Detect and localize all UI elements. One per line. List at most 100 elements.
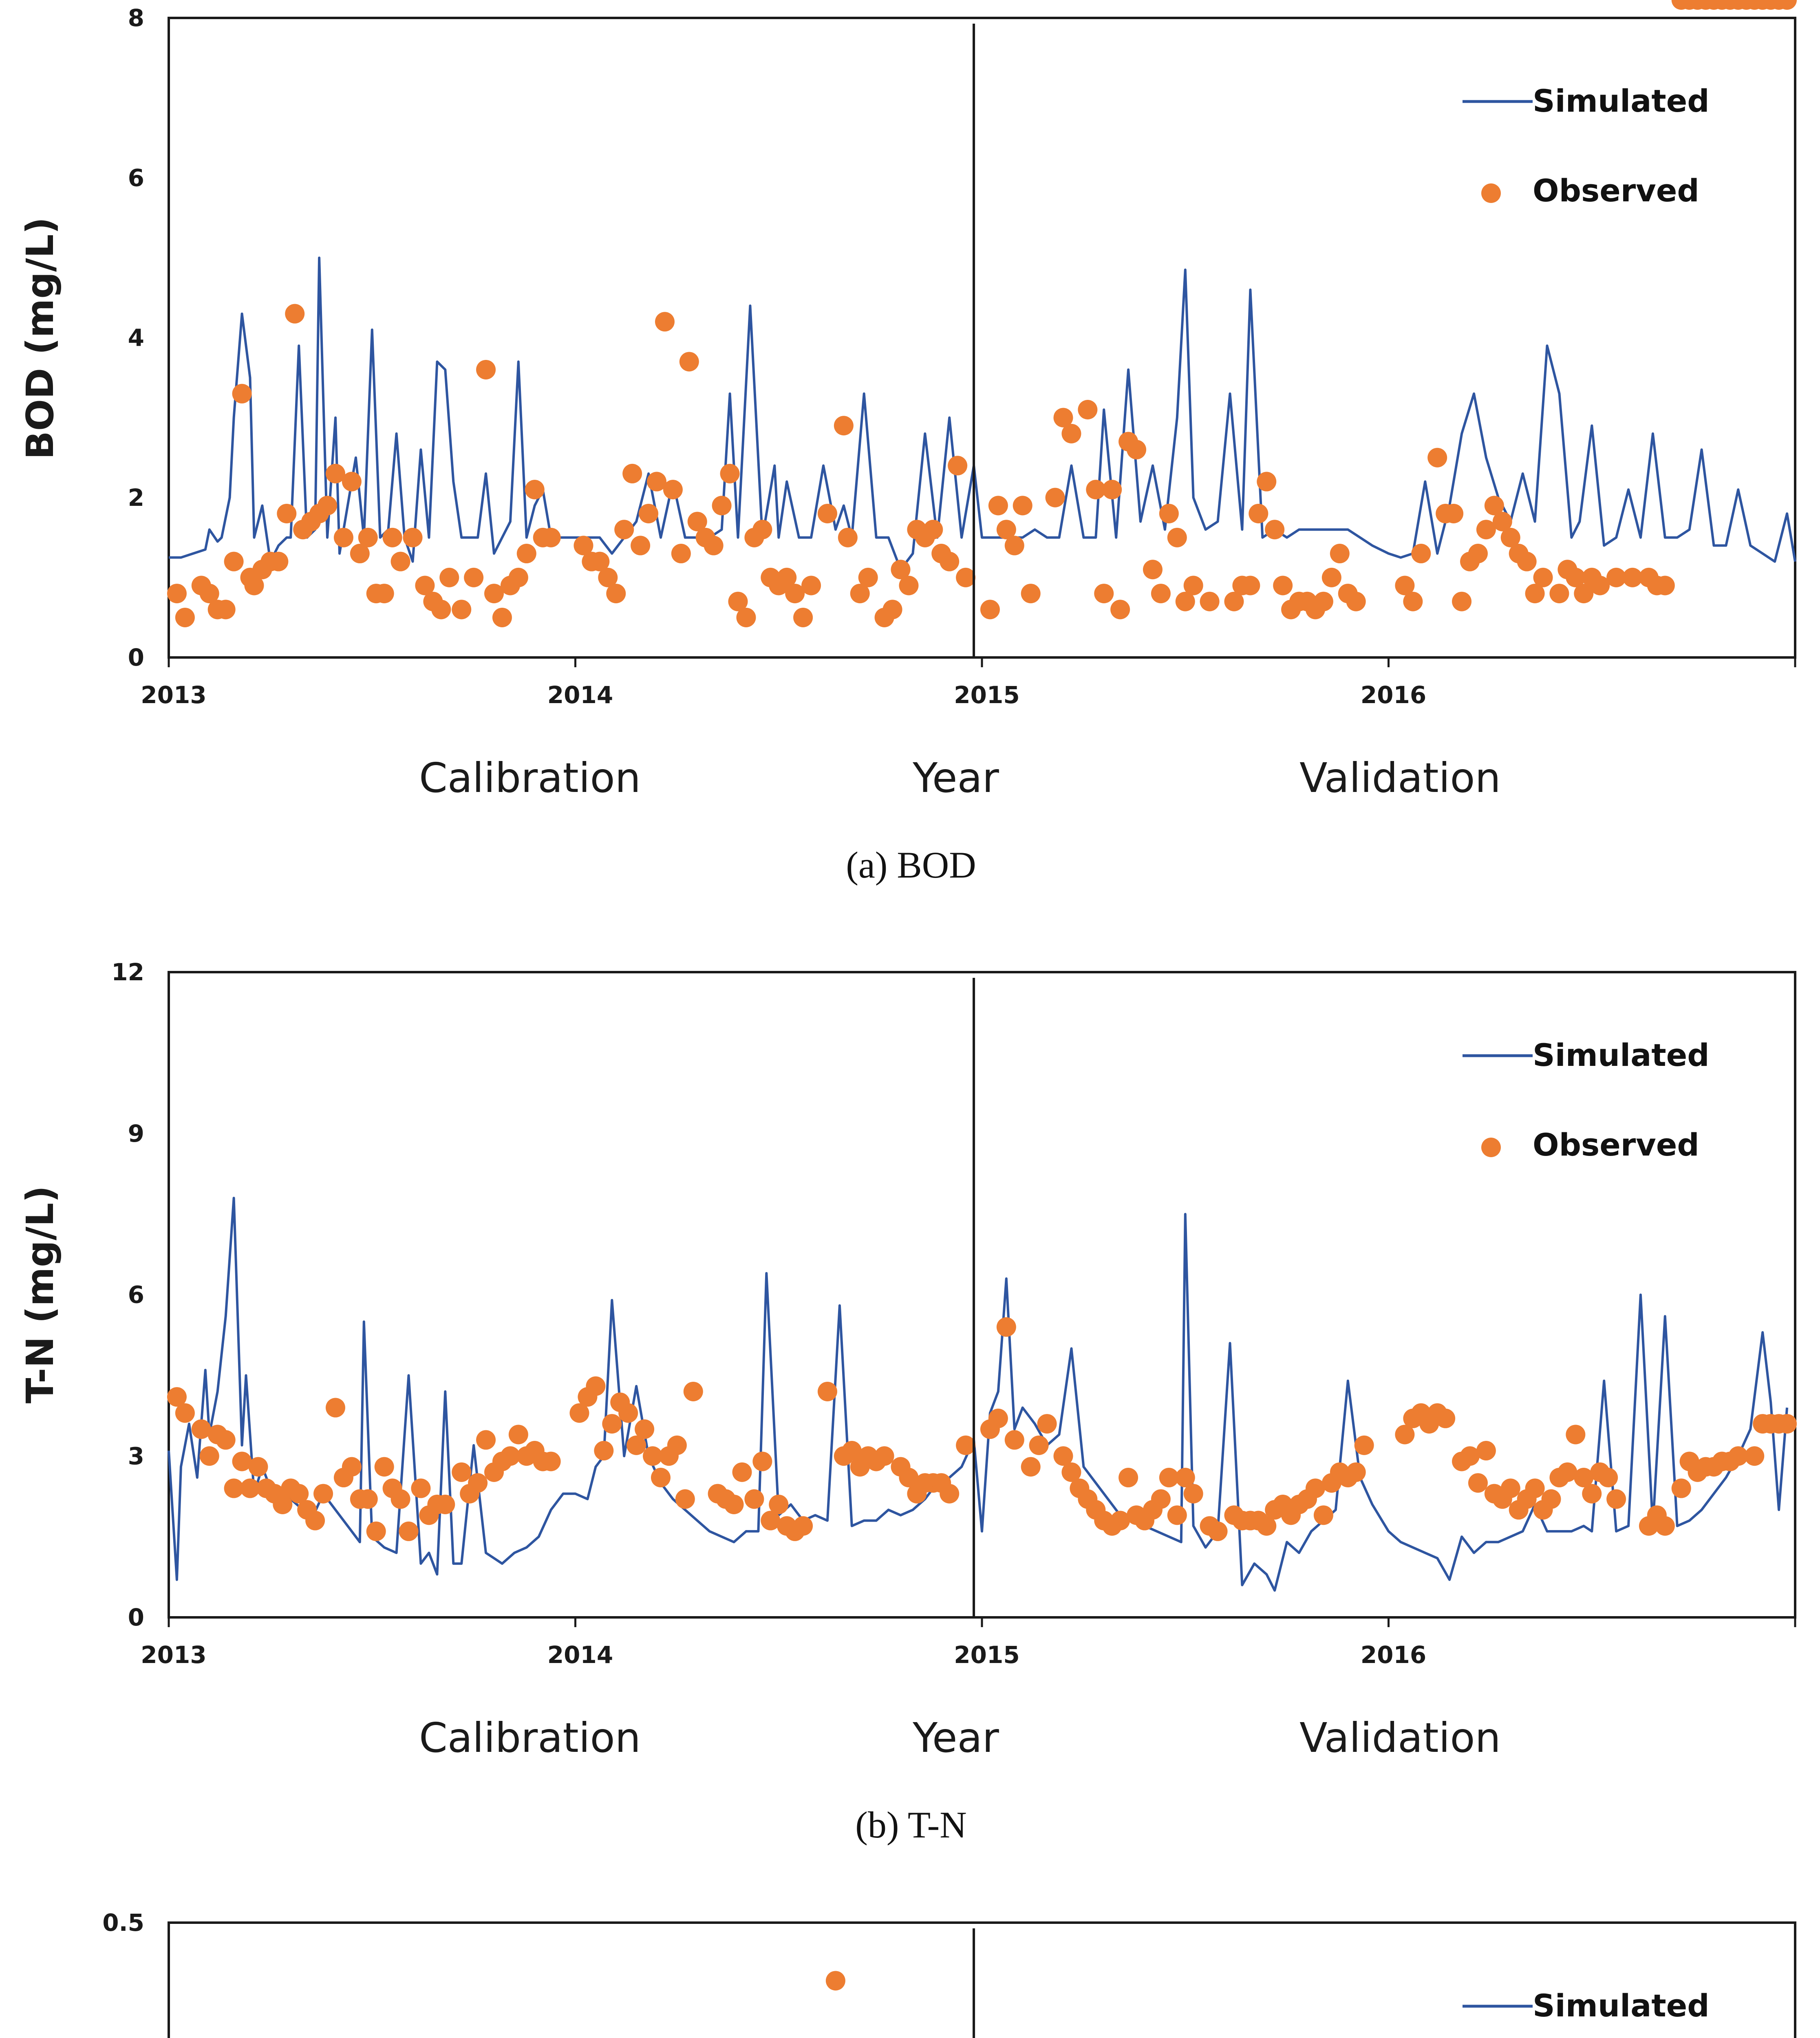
observed-point: [1468, 1473, 1488, 1493]
observed-point: [752, 1451, 772, 1471]
observed-point: [899, 1468, 919, 1488]
observed-point: [1468, 544, 1488, 564]
y-tick-label: 0: [128, 644, 144, 671]
observed-point: [618, 1403, 638, 1423]
observed-point: [476, 1430, 496, 1450]
observed-point: [1395, 1425, 1415, 1445]
observed-point: [594, 1441, 614, 1461]
observed-point: [232, 1451, 252, 1471]
observed-point: [1078, 400, 1098, 420]
observed-point: [244, 576, 264, 596]
y-axis-label: T-N (mg/L): [18, 1186, 62, 1403]
observed-point: [1655, 576, 1675, 596]
observed-point: [1346, 591, 1366, 611]
legend-observed-label: Observed: [1533, 1127, 1699, 1163]
observed-point: [1484, 496, 1504, 516]
observed-point: [1175, 591, 1195, 611]
observed-point: [1305, 1478, 1325, 1498]
observed-point: [1151, 1489, 1171, 1509]
observed-point: [1127, 440, 1147, 460]
observed-point: [891, 560, 911, 580]
observed-point: [850, 584, 870, 604]
observed-point: [358, 527, 378, 547]
plot-area: [168, 1921, 1796, 2038]
legend: Simulated Observed: [1463, 83, 1710, 209]
observed-point: [313, 1484, 333, 1504]
observed-point: [724, 1494, 744, 1514]
y-tick-label: 6: [128, 164, 144, 192]
y-tick-label: 0.5: [102, 1909, 144, 1937]
observed-point: [403, 527, 423, 547]
observed-point: [1557, 1462, 1577, 1482]
legend: Simulated Observed: [1463, 1987, 1710, 2024]
observed-point: [333, 527, 353, 547]
observed-point: [1745, 1446, 1765, 1466]
observed-point: [1777, 1414, 1797, 1434]
observed-point: [390, 1489, 410, 1509]
observed-point: [1183, 576, 1203, 596]
observed-point: [683, 1381, 703, 1401]
legend-observed-label: Observed: [1533, 172, 1699, 209]
observed-point: [627, 1435, 646, 1455]
observed-point: [817, 1381, 837, 1401]
observed-point: [720, 463, 740, 483]
observed-point: [1273, 576, 1293, 596]
observed-point: [1167, 1505, 1187, 1525]
observed-point: [667, 1435, 687, 1455]
observed-point: [631, 536, 651, 556]
observed-point: [1574, 584, 1594, 604]
x-tick-label: 2014: [547, 1641, 613, 1669]
observed-point: [655, 312, 675, 332]
observed-point: [1525, 1478, 1545, 1498]
observed-point: [1061, 1462, 1081, 1482]
observed-point: [1021, 584, 1041, 604]
x-tick-label: 2014: [547, 681, 613, 709]
y-tick-label: 2: [128, 484, 144, 512]
observed-point: [1013, 496, 1032, 516]
observed-point: [923, 520, 943, 540]
observed-series: [825, 1971, 845, 1991]
observed-point: [996, 1317, 1016, 1337]
observed-point: [439, 567, 459, 587]
observed-point: [712, 496, 732, 516]
observed-point: [842, 1441, 862, 1461]
observed-point: [1777, 0, 1797, 10]
observed-point: [651, 1468, 671, 1488]
observed-point: [199, 1446, 219, 1466]
panel-bod: BOD (mg/L) 0 2 4 6 8 2013 2014 2015 2016 Simula…: [18, 0, 1797, 886]
observed-point: [216, 600, 236, 620]
calibration-label: Calibration: [419, 754, 641, 802]
observed-point: [1110, 1511, 1130, 1531]
observed-point: [1574, 1468, 1594, 1488]
observed-point: [1500, 527, 1520, 547]
observed-point: [1346, 1462, 1366, 1482]
observed-point: [216, 1430, 236, 1450]
observed-point: [199, 584, 219, 604]
observed-point: [1533, 567, 1553, 587]
observed-point: [305, 1511, 325, 1531]
observed-point: [484, 584, 504, 604]
observed-point: [285, 304, 305, 324]
observed-point: [1053, 408, 1073, 428]
y-tick-label: 0: [128, 1603, 144, 1631]
observed-point: [1598, 1468, 1618, 1488]
observed-point: [240, 1478, 260, 1498]
observed-point: [980, 600, 1000, 620]
observed-point: [675, 1489, 695, 1509]
observed-point: [224, 1478, 244, 1498]
observed-point: [476, 360, 496, 379]
observed-point: [1606, 567, 1626, 587]
observed-point: [342, 472, 362, 492]
observed-point: [452, 600, 472, 620]
observed-point: [325, 463, 345, 483]
y-tick-label: 9: [128, 1120, 144, 1147]
observed-point: [663, 480, 683, 500]
observed-point: [671, 544, 691, 564]
observed-point: [1265, 520, 1285, 540]
observed-point: [744, 1489, 764, 1509]
observed-point: [468, 1473, 488, 1493]
x-tick-label: 2013: [141, 1641, 206, 1669]
observed-point: [1354, 1435, 1374, 1455]
observed-point: [635, 1419, 655, 1439]
observed-point: [769, 1494, 789, 1514]
